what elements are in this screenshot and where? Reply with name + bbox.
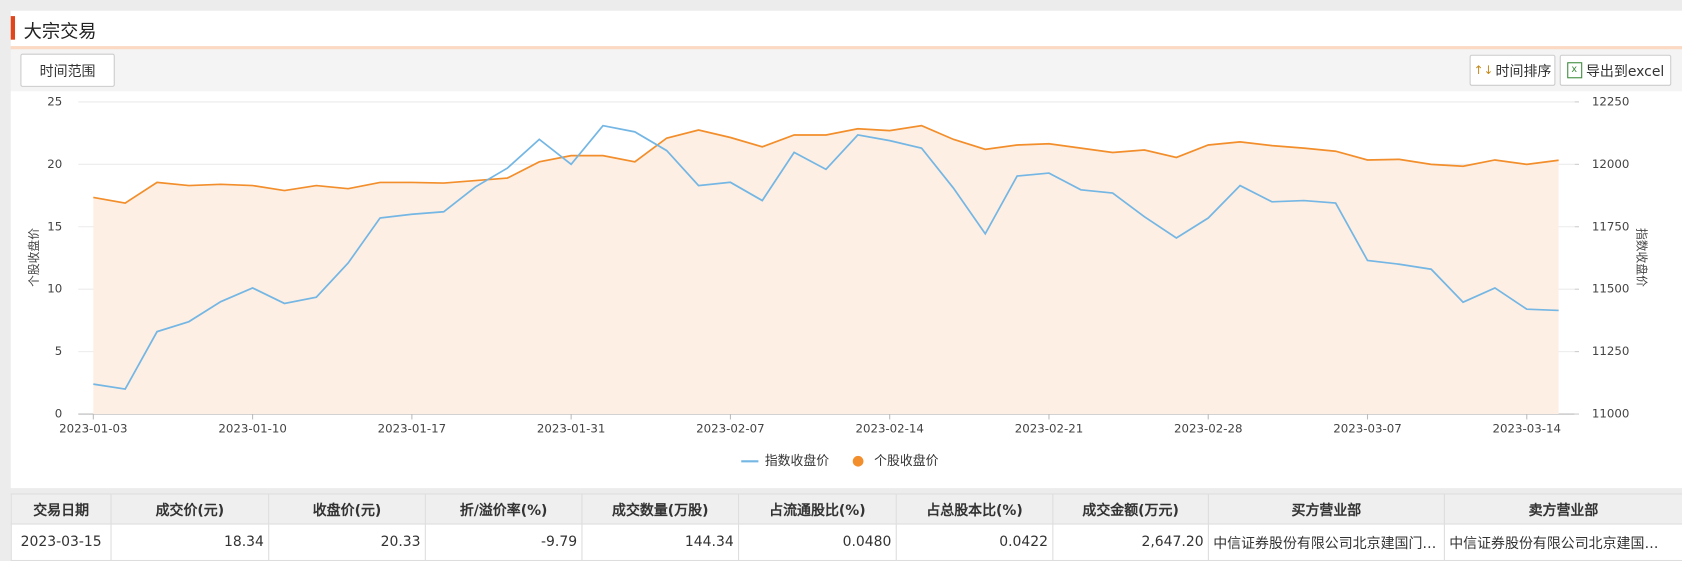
toolbar: 时间范围 ↑↓ 时间排序 x 导出到excel (10, 49, 1682, 92)
y-tick-label: 25 (47, 94, 62, 108)
sort-icon: ↑↓ (1473, 63, 1494, 78)
x-tick-label: 2023-02-21 (1015, 422, 1083, 436)
table-cell: -9.79 (424, 523, 583, 561)
column-header: 卖方营业部 (1443, 493, 1682, 525)
y2-tick-label: 12250 (1592, 94, 1629, 108)
header-accent (10, 16, 16, 40)
column-header: 占总股本比(%) (895, 493, 1054, 525)
table-body: 2023-03-15 18.34 20.33 -9.79 144.34 0.0480 0.0… (10, 523, 1682, 561)
x-tick-label: 2023-03-07 (1333, 422, 1401, 436)
time-range-button[interactable]: 时间范围 (20, 53, 115, 87)
line (93, 124, 1559, 391)
header-underline (10, 46, 1682, 50)
chart: 个股收盘价 指数收盘价 0 5 10 15 20 25 11000 11250 11500 117… (27, 94, 1649, 469)
table-cell: 0.0422 (895, 523, 1054, 561)
y-tick-label: 5 (55, 344, 63, 358)
y-axis-title: 个股收盘价 (27, 228, 41, 287)
export-button[interactable]: x 导出到excel (1559, 54, 1672, 86)
y2-tick-label: 11250 (1592, 344, 1629, 358)
column-header: 成交数量(万股) (581, 493, 740, 525)
column-header: 成交价(元) (110, 493, 270, 525)
export-label: 导出到excel (1585, 64, 1665, 81)
table-cell: 2,647.20 (1052, 523, 1209, 561)
data-table: 交易日期 成交价(元) 收盘价(元) 折/溢价率(%) 成交数量(万股) 占流通股比(%)… (10, 493, 1682, 561)
table-row: 2023-03-15 18.34 20.33 -9.79 144.34 0.0480 0.0… (10, 523, 1682, 561)
legend-label: 个股收盘价 (874, 453, 938, 469)
y-tick-label: 20 (47, 157, 62, 171)
y2-axis-title: 指数收盘价 (1635, 228, 1649, 287)
y2-tick-label: 11000 (1592, 407, 1629, 421)
line (93, 124, 1559, 204)
table-header: 交易日期 成交价(元) 收盘价(元) 折/溢价率(%) 成交数量(万股) 占流通股比(%)… (10, 493, 1682, 525)
header-title: 大宗交易 (23, 21, 97, 43)
x-tick-label: 2023-03-14 (1493, 422, 1561, 436)
x-tick-label: 2023-01-10 (218, 422, 286, 436)
sort-button[interactable]: ↑↓ 时间排序 (1469, 54, 1556, 86)
legend-marker (852, 455, 864, 467)
area (93, 125, 1559, 415)
column-header: 成交金额(万元) (1052, 493, 1209, 525)
x-tick-label: 2023-01-03 (59, 422, 127, 436)
table-cell: 中信证券股份有限公司北京建国… (1443, 523, 1682, 561)
y-tick-label: 0 (55, 407, 63, 421)
y2-tick-label: 11500 (1592, 282, 1629, 296)
x-tick-label: 2023-02-07 (696, 422, 764, 436)
table-cell: 144.34 (581, 523, 740, 561)
legend-label: 指数收盘价 (765, 453, 829, 469)
column-header: 交易日期 (10, 493, 112, 525)
header: 大宗交易 (10, 10, 1682, 47)
x-tick-label: 2023-01-17 (378, 422, 446, 436)
table-cell: 20.33 (268, 523, 426, 561)
y2-tick-label: 11750 (1592, 219, 1629, 233)
y2-tick-label: 12000 (1592, 157, 1629, 171)
column-header: 折/溢价率(%) (424, 493, 583, 525)
x-tick-label: 2023-02-14 (855, 422, 923, 436)
y-tick-label: 15 (47, 219, 62, 233)
table-cell: 18.34 (110, 523, 270, 561)
column-header: 占流通股比(%) (738, 493, 897, 525)
column-header: 买方营业部 (1207, 493, 1445, 525)
table-cell: 0.0480 (738, 523, 897, 561)
column-header: 收盘价(元) (268, 493, 426, 525)
table-cell: 2023-03-15 (10, 523, 112, 561)
x-tick-label: 2023-01-31 (537, 422, 605, 436)
excel-icon: x (1566, 62, 1582, 79)
table-cell: 中信证券股份有限公司北京建国门… (1207, 523, 1445, 561)
sort-label: 时间排序 (1495, 64, 1552, 81)
x-tick-label: 2023-02-28 (1174, 422, 1242, 436)
y-tick-label: 10 (47, 282, 62, 296)
